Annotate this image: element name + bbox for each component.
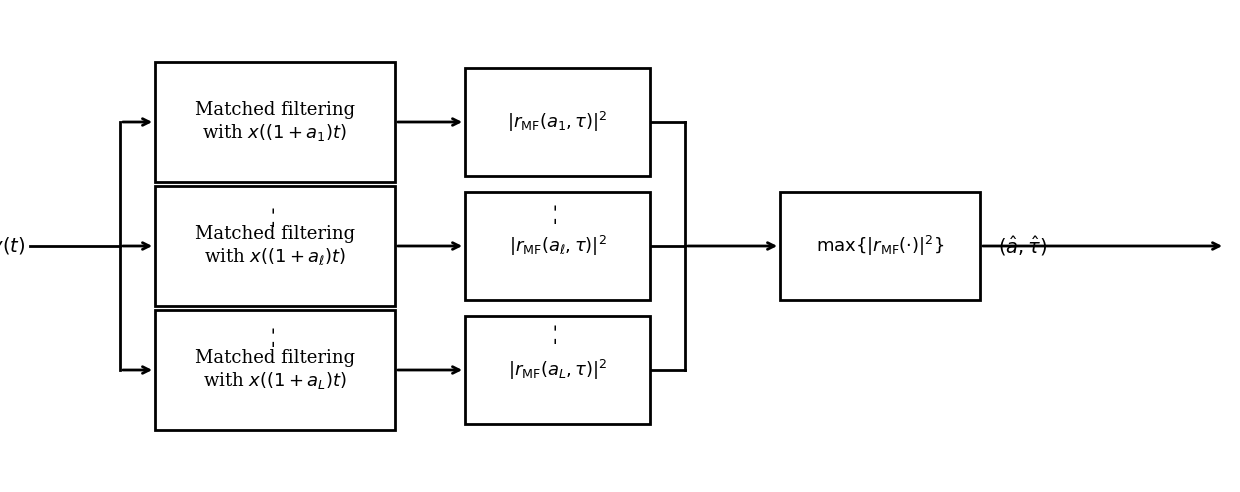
Text: $y(t)$: $y(t)$ bbox=[0, 235, 25, 257]
Bar bbox=[465, 68, 650, 176]
Bar bbox=[155, 62, 396, 182]
Text: - -: - - bbox=[265, 327, 284, 347]
Text: Matched filtering
with $x((1+a_L)t)$: Matched filtering with $x((1+a_L)t)$ bbox=[195, 349, 355, 391]
Text: Matched filtering
with $x((1+a_1)t)$: Matched filtering with $x((1+a_1)t)$ bbox=[195, 101, 355, 143]
Text: - -: - - bbox=[265, 207, 284, 227]
Text: $|r_{\mathrm{MF}}(a_\ell,\tau)|^2$: $|r_{\mathrm{MF}}(a_\ell,\tau)|^2$ bbox=[508, 234, 606, 258]
Text: Matched filtering
with $x((1+a_\ell)t)$: Matched filtering with $x((1+a_\ell)t)$ bbox=[195, 225, 355, 267]
Bar bbox=[155, 310, 396, 430]
Bar bbox=[465, 192, 650, 300]
Text: $\max\{|r_{\mathrm{MF}}(\cdot)|^2\}$: $\max\{|r_{\mathrm{MF}}(\cdot)|^2\}$ bbox=[816, 234, 944, 258]
Text: $|r_{\mathrm{MF}}(a_1,\tau)|^2$: $|r_{\mathrm{MF}}(a_1,\tau)|^2$ bbox=[507, 110, 608, 134]
Bar bbox=[780, 192, 980, 300]
Text: - -: - - bbox=[548, 204, 567, 224]
Text: $(\hat{a},\hat{\tau})$: $(\hat{a},\hat{\tau})$ bbox=[998, 234, 1048, 258]
Bar bbox=[465, 316, 650, 424]
Text: $|r_{\mathrm{MF}}(a_L,\tau)|^2$: $|r_{\mathrm{MF}}(a_L,\tau)|^2$ bbox=[507, 358, 608, 382]
Text: - -: - - bbox=[548, 324, 567, 344]
Bar bbox=[155, 186, 396, 306]
